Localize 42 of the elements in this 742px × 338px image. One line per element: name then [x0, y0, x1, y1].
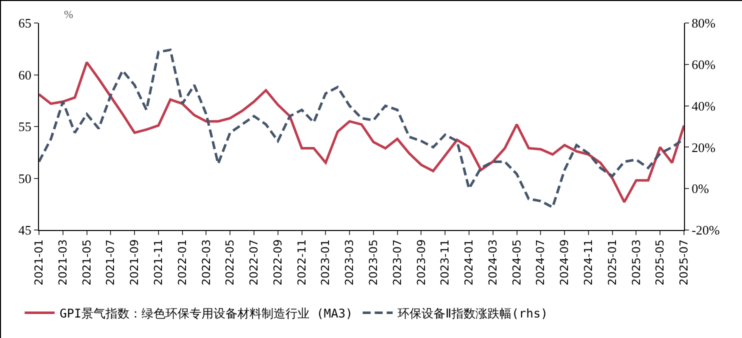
y-tick-label: 45: [18, 222, 32, 238]
x-tick-label: 2021-11: [152, 239, 166, 286]
x-tick-label: 2024-05: [510, 239, 524, 286]
x-tick-label: 2021-09: [128, 239, 142, 286]
y2-tick-label: 80%: [692, 16, 716, 31]
x-tick-label: 2024-03: [486, 239, 500, 286]
x-tick-label: 2025-01: [606, 239, 619, 286]
x-tick-label: 2024-07: [534, 239, 548, 286]
y2-tick-label: -20%: [692, 222, 720, 238]
x-tick-label: 2021-07: [104, 239, 118, 286]
x-tick-label: 2023-09: [414, 239, 428, 286]
x-tick-label: 2025-03: [630, 239, 643, 286]
legend-label: GPI景气指数：绿色环保专用设备材料制造行业 (MA3): [60, 306, 353, 320]
x-tick-label: 2022-07: [248, 239, 261, 286]
y-tick-label: 50: [18, 170, 32, 186]
x-tick-label: 2025-07: [678, 239, 691, 286]
x-tick-label: 2024-09: [558, 239, 572, 286]
x-tick-label: 2022-01: [176, 239, 189, 286]
x-tick-label: 2022-05: [224, 239, 237, 286]
x-tick-label: 2023-07: [390, 239, 404, 286]
x-tick-label: 2022-11: [295, 239, 308, 286]
y-tick-label: 65: [18, 16, 32, 31]
x-tick-label: 2024-11: [582, 239, 596, 286]
y2-tick-label: 40%: [692, 98, 716, 114]
y-tick-label: 55: [18, 119, 32, 134]
y2-tick-label: 0%: [692, 181, 710, 196]
x-tick-label: 2021-03: [56, 239, 70, 286]
y-tick-label: 60: [18, 67, 32, 82]
y2-tick-label: 20%: [692, 140, 716, 155]
x-tick-label: 2023-11: [438, 239, 452, 286]
x-tick-label: 2022-09: [271, 239, 284, 286]
x-tick-label: 2021-05: [80, 239, 94, 286]
x-tick-label: 2023-05: [367, 239, 380, 286]
x-tick-label: 2023-03: [343, 239, 356, 286]
x-tick-label: 2023-01: [319, 239, 332, 286]
x-tick-label: 2024-01: [462, 239, 476, 286]
x-tick-label: 2021-01: [32, 239, 46, 286]
x-tick-label: 2025-05: [654, 239, 667, 286]
text: %: [64, 9, 74, 21]
x-tick-label: 2022-03: [200, 239, 213, 286]
y2-tick-label: 60%: [692, 56, 716, 72]
legend-label: 环保设备Ⅱ指数涨跌幅(rhs): [398, 306, 548, 320]
